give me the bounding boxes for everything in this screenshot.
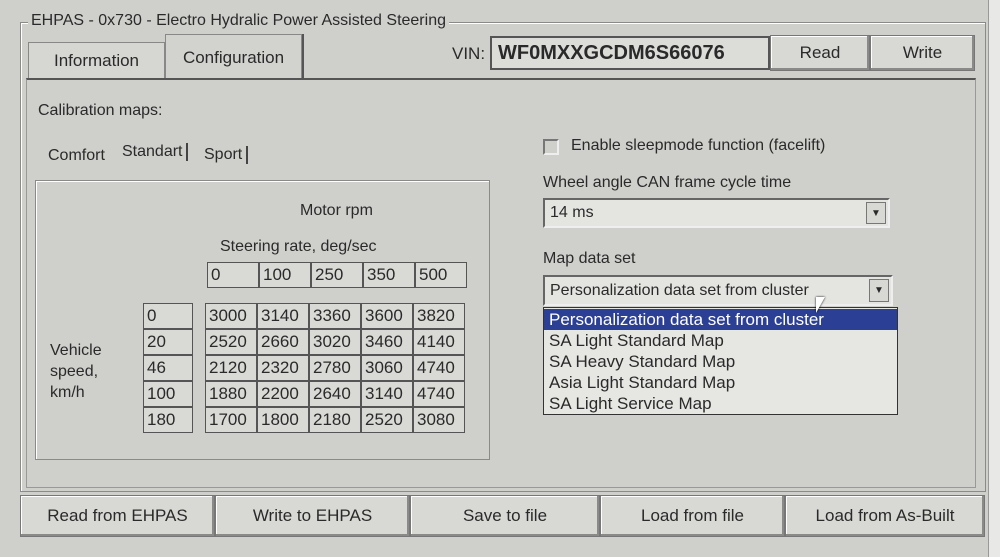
dropdown-option[interactable]: Personalization data set from cluster [544, 309, 897, 330]
table-cell[interactable]: 3820 [413, 303, 465, 329]
vehicle-speed-title: Vehicle speed, km/h [50, 342, 102, 401]
save-to-file-button[interactable]: Save to file [410, 495, 600, 537]
table-cell[interactable]: 2120 [205, 355, 257, 381]
table-cell[interactable]: 1700 [205, 407, 257, 433]
vin-label: VIN: [452, 44, 486, 63]
table-cell[interactable]: 2520 [361, 407, 413, 433]
vin-field[interactable]: WF0MXXGCDM6S66076 [490, 36, 770, 70]
steering-rate-title: Steering rate, deg/sec [220, 238, 377, 255]
table-cell[interactable]: 1800 [257, 407, 309, 433]
chevron-down-icon[interactable]: ▼ [866, 202, 886, 224]
table-cell[interactable]: 3020 [309, 329, 361, 355]
tab-information[interactable]: Information [28, 42, 165, 78]
motor-rpm-title: Motor rpm [300, 202, 373, 219]
table-cell[interactable]: 4740 [413, 381, 465, 407]
write-button[interactable]: Write [870, 35, 975, 71]
table-cell[interactable]: 3000 [205, 303, 257, 329]
row-header-cell[interactable]: 20 [143, 329, 193, 355]
column-header-cell[interactable]: 0 [207, 262, 259, 288]
table-cell[interactable]: 2320 [257, 355, 309, 381]
table-cell[interactable]: 3460 [361, 329, 413, 355]
table-cell[interactable]: 3060 [361, 355, 413, 381]
map-data-set-label: Map data set [543, 250, 636, 267]
column-header-cell[interactable]: 250 [311, 262, 363, 288]
table-cell[interactable]: 3080 [413, 407, 465, 433]
row-header-cell[interactable]: 46 [143, 355, 193, 381]
cycle-time-label: Wheel angle CAN frame cycle time [543, 174, 792, 191]
table-cell[interactable]: 3600 [361, 303, 413, 329]
table-cell[interactable]: 1880 [205, 381, 257, 407]
read-from-ehpas-button[interactable]: Read from EHPAS [20, 495, 215, 537]
mouse-cursor-icon [816, 297, 825, 313]
ehpas-group [20, 22, 986, 492]
table-cell[interactable]: 2660 [257, 329, 309, 355]
table-cell[interactable]: 2520 [205, 329, 257, 355]
group-title: EHPAS - 0x730 - Electro Hydralic Power A… [28, 12, 449, 30]
table-cell[interactable]: 2200 [257, 381, 309, 407]
map-data-set-value: Personalization data set from cluster [550, 281, 809, 299]
table-cell[interactable]: 3360 [309, 303, 361, 329]
load-from-file-button[interactable]: Load from file [600, 495, 785, 537]
table-cell[interactable]: 4140 [413, 329, 465, 355]
row-header-cell[interactable]: 100 [143, 381, 193, 407]
table-cell[interactable]: 2180 [309, 407, 361, 433]
table-cell[interactable]: 2640 [309, 381, 361, 407]
table-cell[interactable]: 3140 [257, 303, 309, 329]
dropdown-option[interactable]: SA Heavy Standard Map [549, 352, 736, 371]
calibration-map-box [35, 180, 490, 460]
chevron-down-icon[interactable]: ▼ [869, 279, 889, 302]
dropdown-option[interactable]: SA Light Standard Map [549, 331, 724, 350]
column-header-cell[interactable]: 350 [363, 262, 415, 288]
dropdown-option[interactable]: Asia Light Standard Map [549, 373, 736, 392]
subtab-sport[interactable]: Sport [204, 146, 249, 164]
subtab-comfort[interactable]: Comfort [48, 147, 105, 164]
map-data-set-dropdown: Personalization data set from cluster SA… [543, 307, 898, 415]
dropdown-option[interactable]: SA Light Service Map [549, 394, 712, 413]
table-cell[interactable]: 4740 [413, 355, 465, 381]
map-data-set-select[interactable]: Personalization data set from cluster ▼ [543, 275, 893, 306]
read-button[interactable]: Read [770, 35, 870, 71]
configuration-panel [26, 78, 976, 488]
sleepmode-label[interactable]: Enable sleepmode function (facelift) [571, 137, 826, 154]
column-header-cell[interactable]: 500 [415, 262, 467, 288]
write-to-ehpas-button[interactable]: Write to EHPAS [215, 495, 410, 537]
load-from-as-built-button[interactable]: Load from As-Built [785, 495, 985, 537]
column-header-cell[interactable]: 100 [259, 262, 311, 288]
subtab-standart[interactable]: Standart [122, 143, 189, 161]
sleepmode-checkbox[interactable] [543, 139, 559, 155]
window-scrollbar[interactable] [988, 0, 1000, 557]
calibration-maps-label: Calibration maps: [38, 102, 163, 119]
table-cell[interactable]: 3140 [361, 381, 413, 407]
table-cell[interactable]: 2780 [309, 355, 361, 381]
cycle-time-value: 14 ms [550, 204, 594, 221]
cycle-time-select[interactable]: 14 ms ▼ [543, 198, 890, 228]
row-header-cell[interactable]: 0 [143, 303, 193, 329]
tab-configuration[interactable]: Configuration [165, 34, 302, 80]
row-header-cell[interactable]: 180 [143, 407, 193, 433]
